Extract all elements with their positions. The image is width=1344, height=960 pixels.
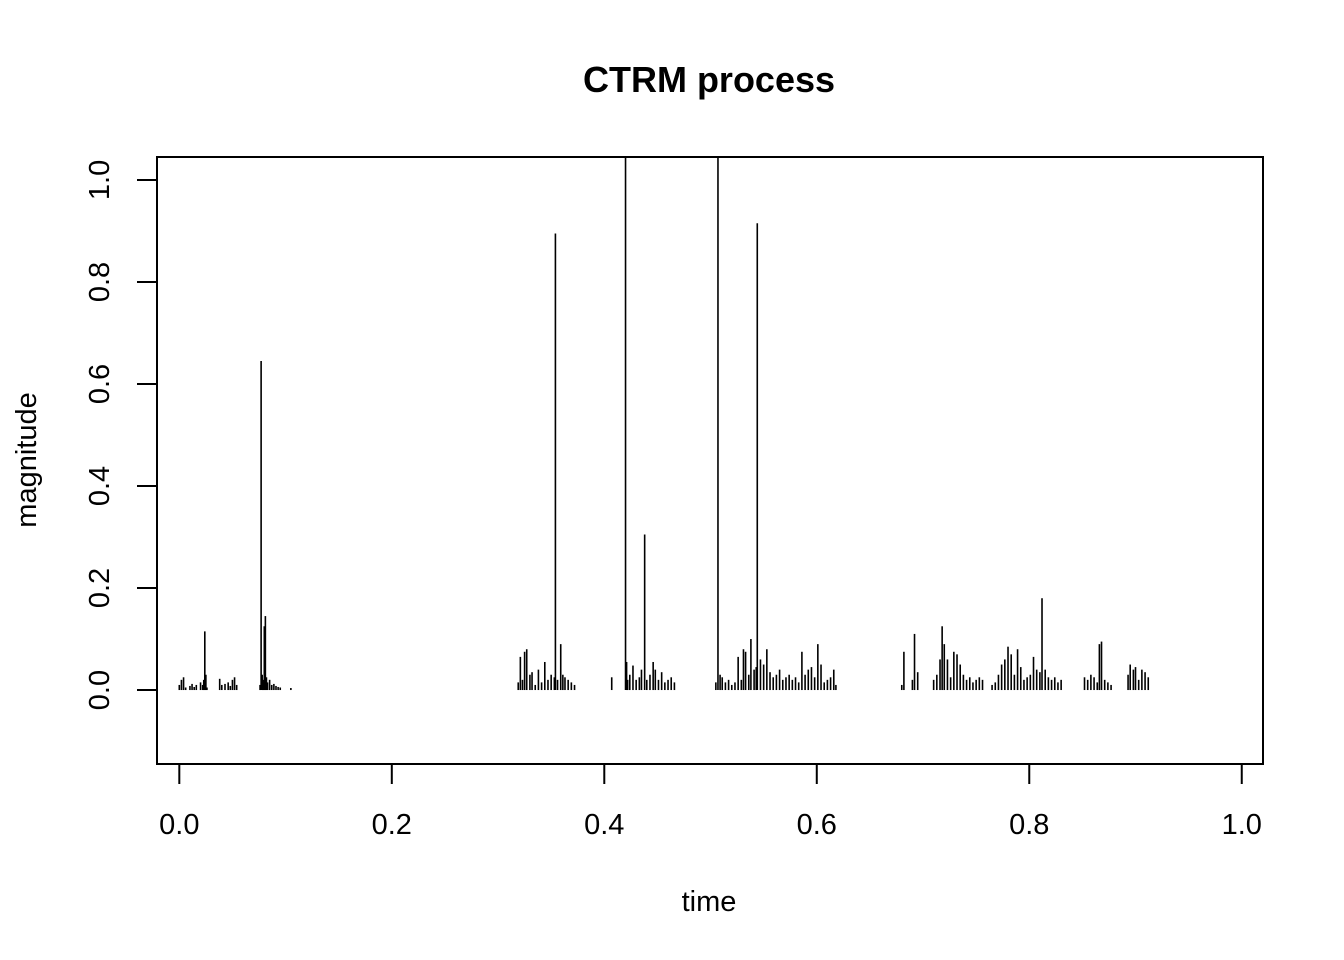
x-tick-label-3: 0.6: [797, 809, 837, 841]
x-tick-label-4: 0.8: [1009, 809, 1049, 841]
x-tick-label-0: 0.0: [159, 809, 199, 841]
x-tick-label-2: 0.4: [584, 809, 624, 841]
y-tick-label-3: 0.6: [84, 364, 116, 404]
y-axis-label: magnitude: [11, 392, 43, 527]
y-tick-label-5: 1.0: [84, 160, 116, 200]
x-tick-label-1: 0.2: [372, 809, 412, 841]
y-tick-label-2: 0.4: [84, 466, 116, 506]
y-tick-label-1: 0.2: [84, 568, 116, 608]
x-axis-label: time: [682, 886, 737, 918]
x-tick-label-5: 1.0: [1222, 809, 1262, 841]
plot-frame: [156, 156, 1264, 765]
spike-series: [178, 157, 1150, 691]
y-tick-label-0: 0.0: [84, 670, 116, 710]
chart-title: CTRM process: [583, 59, 835, 100]
y-tick-label-4: 0.8: [84, 262, 116, 302]
x-axis: 0.0 0.2 0.4 0.6 0.8 1.0: [159, 763, 1262, 841]
y-axis: 0.0 0.2 0.4 0.6 0.8 1.0: [84, 160, 158, 710]
